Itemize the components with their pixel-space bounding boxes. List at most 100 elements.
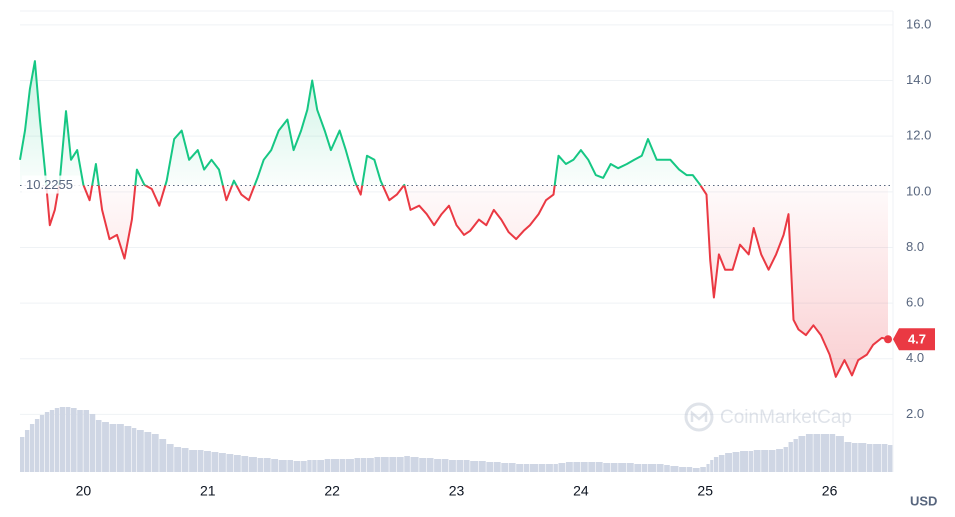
volume-bar: [271, 459, 279, 472]
y-tick-label: 8.0: [906, 239, 924, 254]
volume-bar: [516, 464, 524, 472]
x-tick-label: 20: [76, 483, 92, 499]
volume-bar: [233, 455, 241, 472]
last-price-badge: [893, 328, 935, 351]
price-area: [20, 61, 888, 377]
volume-bar: [748, 451, 754, 472]
volume-bar: [603, 463, 611, 472]
volume-bar: [131, 428, 137, 472]
volume-bar: [117, 424, 124, 472]
volume-bar: [565, 462, 573, 472]
volume-bar: [248, 457, 257, 472]
volume-bar: [888, 445, 893, 472]
volume-bar: [529, 464, 538, 472]
volume-bar: [740, 451, 749, 472]
volume-bar: [478, 461, 486, 472]
y-tick-label: 2.0: [906, 406, 924, 421]
volume-bar: [783, 447, 788, 472]
volume-bar: [39, 415, 45, 472]
watermark: CoinMarketCap: [684, 402, 852, 432]
volume-bar: [493, 462, 501, 472]
volume-bar: [610, 463, 618, 472]
y-tick-label: 12.0: [906, 128, 931, 143]
volume-bar: [204, 451, 211, 472]
volume-bar: [218, 453, 226, 472]
volume-bar: [174, 447, 182, 472]
volume-bar: [844, 442, 852, 472]
volume-bar: [820, 434, 829, 472]
volume-bar: [278, 460, 287, 472]
volume-bar: [656, 464, 664, 472]
y-tick-label: 4.0: [906, 350, 924, 365]
volume-bar: [788, 442, 793, 472]
volume-bar: [49, 410, 55, 472]
volume-bar: [317, 460, 325, 472]
volume-bar: [558, 463, 566, 472]
volume-bar: [829, 434, 836, 472]
volume-bar: [181, 448, 189, 472]
volume-bar: [166, 444, 174, 472]
volume-bar: [851, 443, 858, 472]
volume-bar: [700, 467, 706, 472]
volume-bar: [380, 457, 389, 472]
volume-bar: [34, 419, 40, 472]
volume-bar: [470, 461, 479, 472]
volume-bar: [463, 460, 470, 472]
volume-bar: [293, 461, 301, 472]
volume-bar: [339, 459, 346, 472]
volume-bar: [546, 464, 553, 472]
x-tick-label: 25: [697, 483, 713, 499]
volume-bar: [713, 457, 719, 472]
y-tick-label: 6.0: [906, 295, 924, 310]
volume-bar: [307, 460, 312, 472]
x-tick-label: 24: [573, 483, 589, 499]
volume-bar: [211, 452, 219, 472]
volume-bar: [159, 439, 167, 472]
volume-bar: [124, 426, 132, 472]
volume-bar: [83, 410, 90, 472]
y-tick-label: 10.0: [906, 183, 931, 198]
volume-bar: [866, 444, 873, 472]
volume-bar: [501, 463, 509, 472]
watermark-logo: [684, 402, 714, 432]
last-price-label: 4.7: [908, 332, 926, 347]
volume-bar: [508, 463, 516, 472]
x-tick-label: 23: [449, 483, 465, 499]
volume-bar: [664, 465, 670, 472]
volume-bar: [798, 436, 806, 472]
volume-bar: [136, 430, 144, 472]
volume-bar: [753, 450, 761, 472]
volume-bar: [366, 458, 374, 472]
volume-bar: [553, 464, 558, 472]
volume-bar: [44, 412, 50, 472]
x-tick-label: 22: [324, 483, 340, 499]
volume-bar: [189, 450, 198, 472]
volume-bar: [426, 458, 434, 472]
volume-bar: [813, 434, 821, 472]
volume-bar: [706, 464, 710, 472]
baseline-label-bg: [22, 175, 80, 194]
volume-bar: [692, 468, 700, 472]
volume-bar: [419, 458, 427, 472]
volume-bar: [102, 422, 109, 472]
volume-bar: [95, 420, 102, 472]
volume-bar: [324, 459, 331, 472]
volume-bar: [354, 458, 361, 472]
volume-bar: [287, 460, 293, 472]
volume-bar: [301, 461, 307, 472]
volume-bar: [449, 460, 456, 472]
volume-bar: [776, 449, 783, 472]
volume-bar: [226, 454, 234, 472]
volume-bar: [257, 458, 264, 472]
volume-bar: [54, 408, 60, 472]
volume-bar: [410, 457, 419, 472]
volume-bar: [686, 467, 693, 472]
baseline-label: 10.2255: [26, 177, 73, 192]
volume-bar: [486, 462, 494, 472]
volume-bar: [670, 466, 679, 472]
volume-bar: [330, 459, 340, 472]
volume-bar: [456, 460, 464, 472]
volume-bar: [151, 434, 159, 472]
